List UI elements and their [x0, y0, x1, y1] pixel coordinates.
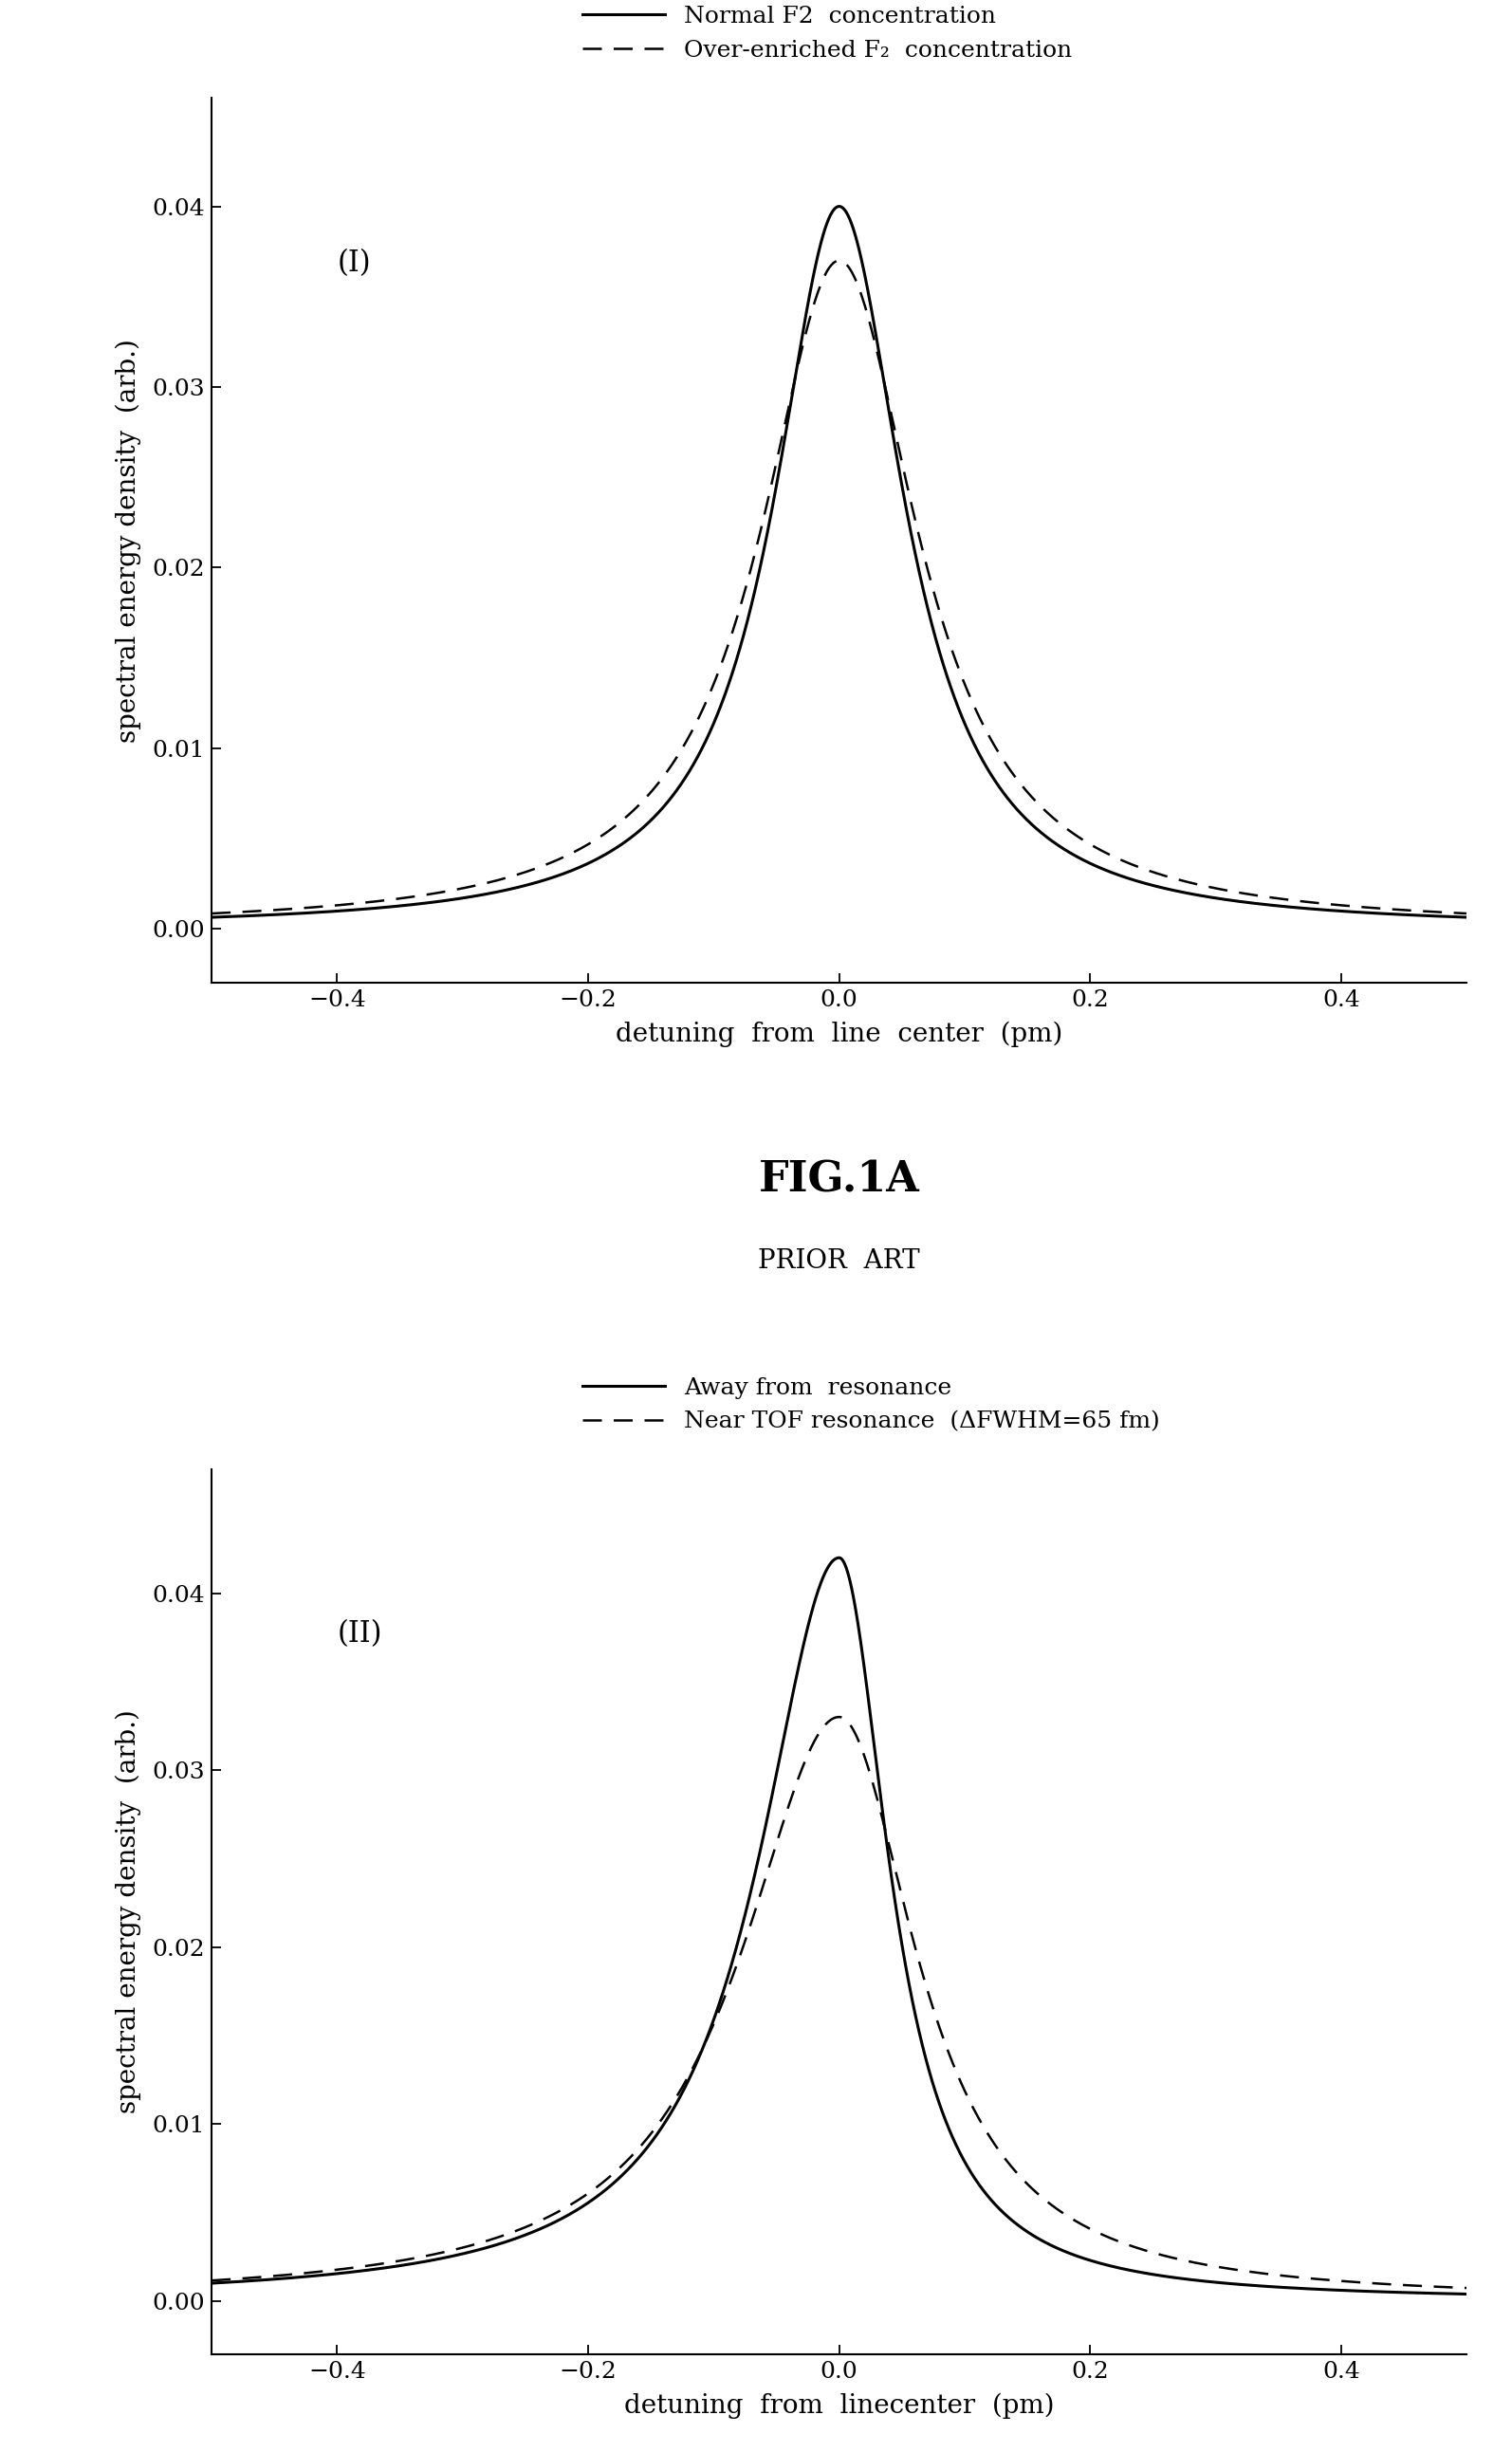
Text: (I): (I): [337, 248, 370, 277]
Over-enriched F₂  concentration: [1299, 888, 1317, 917]
Normal F2  concentration: [1433, 902, 1452, 932]
Away from  resonance: [420, 2246, 438, 2275]
Over-enriched F₂  concentration: [346, 890, 364, 920]
Away from  resonance: [683, 2057, 702, 2087]
Text: (II): (II): [337, 1621, 383, 1650]
Legend: Normal F2  concentration, Over-enriched F₂  concentration: Normal F2 concentration, Over-enriched F…: [575, 0, 1080, 69]
Near TOF resonance  (ΔFWHM=65 fm): [346, 2253, 364, 2283]
X-axis label: detuning  from  linecenter  (pm): detuning from linecenter (pm): [624, 2393, 1054, 2418]
Y-axis label: spectral energy density  (arb.): spectral energy density (arb.): [116, 1709, 142, 2114]
Over-enriched F₂  concentration: [1458, 900, 1476, 929]
Away from  resonance: [1299, 2273, 1317, 2302]
Legend: Away from  resonance, Near TOF resonance  (ΔFWHM=65 fm): Away from resonance, Near TOF resonance …: [575, 1371, 1167, 1439]
Normal F2  concentration: [346, 895, 364, 924]
Near TOF resonance  (ΔFWHM=65 fm): [830, 1702, 848, 1731]
Over-enriched F₂  concentration: [420, 880, 438, 910]
Near TOF resonance  (ΔFWHM=65 fm): [738, 1920, 756, 1949]
Over-enriched F₂  concentration: [1433, 897, 1452, 927]
Away from  resonance: [203, 2268, 221, 2298]
Line: Near TOF resonance  (ΔFWHM=65 fm): Near TOF resonance (ΔFWHM=65 fm): [212, 1716, 1467, 2288]
Away from  resonance: [1433, 2278, 1452, 2307]
Line: Normal F2  concentration: Normal F2 concentration: [212, 206, 1467, 917]
Line: Away from  resonance: Away from resonance: [212, 1557, 1467, 2295]
Over-enriched F₂  concentration: [738, 566, 756, 596]
Text: FIG.1A: FIG.1A: [759, 1160, 919, 1201]
Near TOF resonance  (ΔFWHM=65 fm): [1433, 2273, 1452, 2302]
Y-axis label: spectral energy density  (arb.): spectral energy density (arb.): [116, 338, 142, 743]
Near TOF resonance  (ΔFWHM=65 fm): [420, 2241, 438, 2271]
Normal F2  concentration: [203, 902, 221, 932]
Normal F2  concentration: [683, 750, 702, 780]
Near TOF resonance  (ΔFWHM=65 fm): [1458, 2273, 1476, 2302]
Normal F2  concentration: [1299, 895, 1317, 924]
Away from  resonance: [1458, 2280, 1476, 2310]
Over-enriched F₂  concentration: [203, 900, 221, 929]
Text: PRIOR  ART: PRIOR ART: [758, 1248, 921, 1273]
Near TOF resonance  (ΔFWHM=65 fm): [1299, 2263, 1317, 2293]
Near TOF resonance  (ΔFWHM=65 fm): [683, 2052, 702, 2082]
Line: Over-enriched F₂  concentration: Over-enriched F₂ concentration: [212, 260, 1467, 915]
Over-enriched F₂  concentration: [830, 245, 848, 275]
Normal F2  concentration: [420, 888, 438, 917]
Over-enriched F₂  concentration: [683, 714, 702, 743]
Normal F2  concentration: [830, 191, 848, 221]
Near TOF resonance  (ΔFWHM=65 fm): [203, 2266, 221, 2295]
Away from  resonance: [830, 1542, 848, 1572]
Away from  resonance: [738, 1890, 756, 1920]
X-axis label: detuning  from  line  center  (pm): detuning from line center (pm): [615, 1022, 1063, 1047]
Away from  resonance: [346, 2256, 364, 2285]
Normal F2  concentration: [1458, 902, 1476, 932]
Normal F2  concentration: [738, 606, 756, 635]
